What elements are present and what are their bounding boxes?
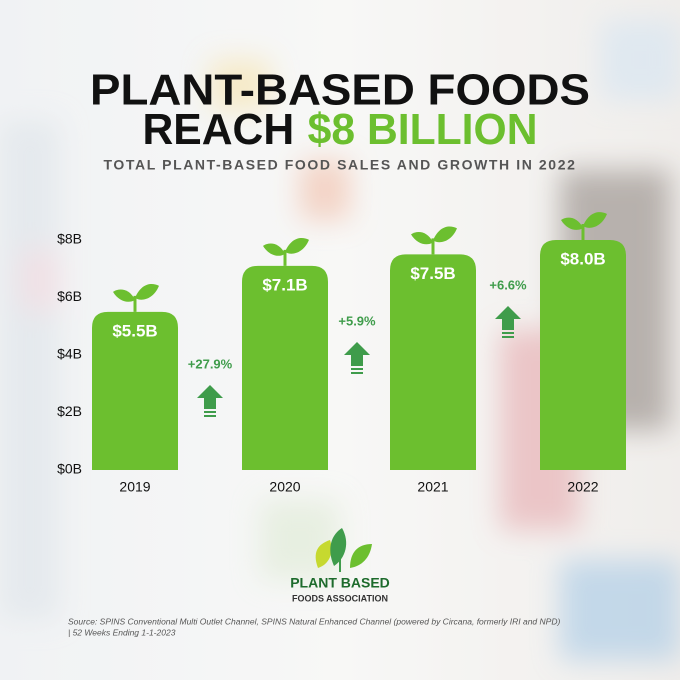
chart-title: REACH [143, 105, 295, 154]
value-label: $7.1B [262, 275, 307, 294]
growth-arrow [197, 385, 223, 409]
leaf [263, 243, 285, 256]
chart-title: PLANT-BASED FOODS [90, 66, 590, 115]
value-label: $7.5B [410, 264, 455, 283]
bar [242, 265, 328, 470]
sprout-icon [561, 212, 607, 240]
x-tick-label: 2022 [567, 479, 598, 495]
growth-arrow [495, 306, 521, 330]
value-label: $5.5B [112, 321, 157, 340]
y-tick-label: $8B [57, 231, 82, 247]
source: Source: SPINS Conventional Multi Outlet … [68, 616, 560, 626]
leaf [285, 238, 309, 254]
title-highlight: $8 BILLION [308, 105, 538, 154]
logo-subtext: FOODS ASSOCIATION [292, 593, 388, 603]
leaf [433, 226, 457, 243]
bar [540, 240, 626, 470]
bar [390, 254, 476, 470]
logo-text: PLANT BASED [290, 575, 390, 591]
leaf [561, 217, 583, 230]
leaf [583, 212, 607, 228]
source: | 52 Weeks Ending 1-1-2023 [68, 627, 176, 637]
y-tick-label: $0B [57, 461, 82, 477]
growth-label: +5.9% [338, 313, 376, 328]
plot: $0B $2B $4B $6B $8B $5.5B 2019 $7.1B 2020 $7.5B 20… [57, 212, 626, 495]
sprout-icon [113, 284, 159, 312]
y-tick-label: $4B [57, 346, 82, 362]
sprout-icon [263, 238, 309, 266]
y-tick-label: $2B [57, 403, 82, 419]
leaf [135, 284, 159, 300]
bar [92, 311, 178, 470]
chart-title-line: REACH $8 BILLION [143, 105, 538, 154]
x-tick-label: 2021 [417, 479, 448, 495]
x-tick-label: 2020 [269, 479, 300, 495]
growth-arrow [344, 342, 370, 366]
leaf [411, 231, 433, 245]
value-label: $8.0B [560, 249, 605, 268]
leaf [113, 289, 135, 302]
growth-label: +27.9% [188, 356, 233, 371]
x-tick-label: 2019 [119, 479, 150, 495]
sprout-icon [411, 226, 457, 255]
logo: PLANT BASED FOODS ASSOCIATION [290, 528, 390, 603]
growth-label: +6.6% [489, 277, 527, 292]
subtitle: TOTAL PLANT-BASED FOOD SALES AND GROWTH … [104, 157, 577, 173]
y-tick-label: $6B [57, 288, 82, 304]
